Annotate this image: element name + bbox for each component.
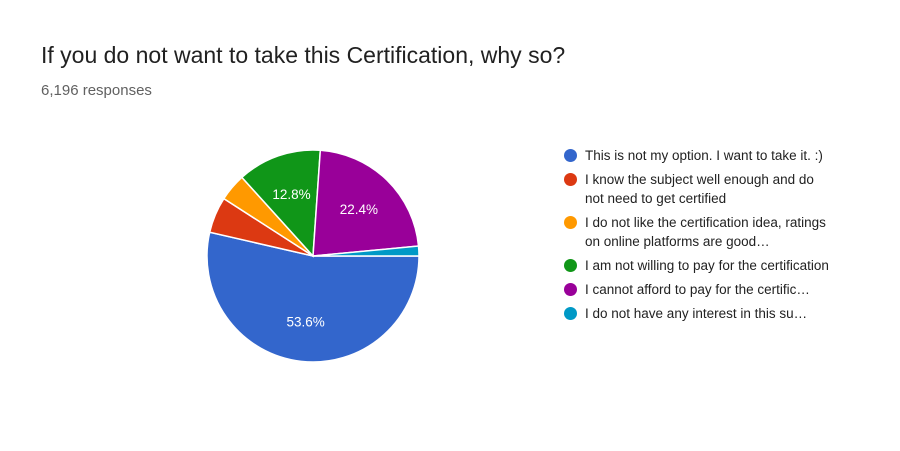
- pie-slice[interactable]: [312, 245, 420, 257]
- legend-item[interactable]: I do not have any interest in this su…: [563, 304, 863, 323]
- pie-slice-label: 53.6%: [286, 314, 324, 329]
- legend-label: I do not like the certification idea, ra…: [585, 215, 826, 249]
- legend-swatch-icon: [564, 259, 577, 272]
- pie-slice[interactable]: [312, 149, 420, 257]
- legend-swatch-icon: [564, 307, 577, 320]
- chart-title: If you do not want to take this Certific…: [41, 42, 566, 68]
- legend-item[interactable]: This is not my option. I want to take it…: [563, 146, 863, 165]
- legend-label: I do not have any interest in this su…: [585, 306, 808, 321]
- legend-label: This is not my option. I want to take it…: [585, 148, 823, 163]
- legend-item[interactable]: I cannot afford to pay for the certific…: [563, 280, 863, 299]
- legend-label: I am not willing to pay for the certific…: [585, 258, 829, 273]
- response-count: 6,196 responses: [41, 82, 152, 99]
- legend-swatch-icon: [564, 149, 577, 162]
- pie-slice-label: 22.4%: [340, 202, 378, 217]
- legend-label: I cannot afford to pay for the certific…: [585, 282, 810, 297]
- legend-item[interactable]: I do not like the certification idea, ra…: [563, 213, 863, 251]
- legend-item[interactable]: I know the subject well enough and do no…: [563, 170, 863, 208]
- legend-swatch-icon: [564, 173, 577, 186]
- legend-label: I know the subject well enough and do no…: [585, 172, 814, 206]
- legend-swatch-icon: [564, 283, 577, 296]
- pie-slice-label: 12.8%: [272, 187, 310, 202]
- legend-item[interactable]: I am not willing to pay for the certific…: [563, 256, 863, 275]
- chart-legend: This is not my option. I want to take it…: [563, 146, 863, 328]
- legend-swatch-icon: [564, 216, 577, 229]
- pie-slice[interactable]: [240, 149, 322, 258]
- pie-slice[interactable]: [206, 231, 420, 363]
